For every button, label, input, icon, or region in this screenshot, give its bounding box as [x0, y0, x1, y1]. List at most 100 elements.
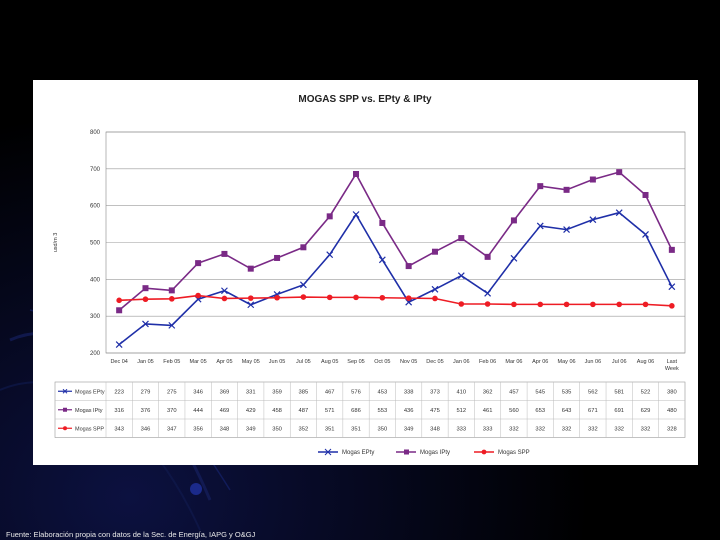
data-table-cell: 347: [167, 426, 177, 432]
x-tick-label: Jun 05: [269, 359, 286, 365]
data-table-cell: 376: [141, 408, 151, 414]
data-table-cell: 686: [351, 408, 361, 414]
data-table-cell: 343: [114, 426, 124, 432]
data-point: [142, 285, 149, 292]
data-point: [642, 230, 649, 238]
data-table-cell: 410: [456, 389, 466, 395]
data-table-cell: 545: [535, 389, 545, 395]
data-point: [668, 283, 676, 291]
data-point: [353, 170, 360, 177]
data-point: [432, 295, 438, 302]
data-table-cell: 487: [299, 408, 309, 414]
data-table-cell: 629: [641, 408, 651, 414]
data-table-cell: 338: [404, 389, 414, 395]
data-point: [563, 301, 570, 308]
data-point: [379, 219, 386, 226]
data-point: [616, 301, 623, 308]
data-table-cell: 328: [667, 426, 677, 432]
table-series-name: Mogas EPty: [75, 389, 105, 395]
data-table-cell: 467: [325, 389, 335, 395]
data-table-cell: 691: [614, 408, 624, 414]
chart-panel: MOGAS SPP vs. EPty & IPty usd/m 3 200 300…: [33, 80, 698, 465]
data-point: [484, 289, 492, 297]
data-point: [379, 294, 386, 301]
data-point: [352, 211, 360, 218]
data-point: [616, 169, 623, 176]
data-point: [274, 254, 281, 261]
data-table-cell: 348: [220, 426, 230, 432]
data-table-cell: 350: [378, 426, 388, 432]
y-tick-label: 400: [90, 277, 101, 283]
data-table-cell: 653: [535, 408, 545, 414]
data-table-cell: 316: [114, 408, 124, 414]
data-point: [510, 217, 517, 224]
series-line: [118, 211, 673, 346]
x-tick-label: Week: [665, 366, 679, 372]
data-table-cell: 429: [246, 408, 256, 414]
data-table-cell: 359: [272, 389, 282, 395]
x-tick-label: Jul 05: [296, 359, 311, 365]
data-point: [537, 301, 544, 308]
data-point: [274, 294, 280, 301]
data-table-cell: 346: [141, 426, 151, 432]
data-table-cell: 461: [483, 408, 493, 414]
data-point: [168, 296, 175, 302]
legend-key-marker: [324, 448, 332, 456]
table-series-key-marker: [63, 407, 67, 412]
legend-key-marker: [481, 449, 487, 455]
data-table-cell: 349: [404, 426, 414, 432]
data-table-cell: 356: [193, 426, 203, 432]
data-table-cell: 560: [509, 408, 519, 414]
data-table-cell: 332: [614, 426, 624, 432]
data-point: [326, 294, 333, 301]
data-point: [221, 295, 228, 302]
data-table-cell: 370: [167, 408, 177, 414]
data-point: [326, 251, 334, 259]
data-point: [537, 183, 544, 190]
data-table-cell: 332: [509, 426, 519, 432]
data-point: [247, 295, 254, 301]
data-table-cell: 362: [483, 389, 493, 395]
table-series-name: Mogas SPP: [75, 426, 104, 432]
legend-label: Mogas IPty: [420, 450, 450, 456]
data-point: [326, 213, 333, 220]
data-point: [431, 285, 439, 293]
x-tick-label: Feb 06: [479, 359, 496, 365]
data-point: [195, 260, 202, 267]
data-table-cell: 562: [588, 389, 598, 395]
data-table-cell: 553: [378, 408, 388, 414]
chart-title: MOGAS SPP vs. EPty & IPty: [298, 94, 432, 105]
data-table-cell: 643: [562, 408, 572, 414]
data-table-cell: 522: [641, 389, 651, 395]
series-line: [119, 294, 672, 307]
data-table-cell: 331: [246, 389, 256, 395]
x-tick-label: Sep 05: [347, 359, 364, 365]
x-tick-label: Jan 06: [453, 359, 470, 365]
data-point: [511, 301, 517, 308]
data-point: [431, 248, 438, 255]
plot-area-border: [105, 131, 686, 354]
x-tick-label: May 06: [558, 359, 576, 365]
data-table-cell: 346: [193, 389, 203, 395]
data-point: [247, 265, 254, 272]
data-table-cell: 581: [614, 389, 624, 395]
line-chart: MOGAS SPP vs. EPty & IPty usd/m 3 200 300…: [53, 94, 686, 456]
y-tick-label: 700: [90, 167, 101, 173]
x-tick-label: Feb 05: [163, 359, 180, 365]
x-tick-label: Apr 05: [216, 359, 232, 365]
data-table-cell: 223: [114, 389, 124, 395]
y-axis-label: usd/m 3: [53, 233, 59, 253]
y-tick-label: 300: [90, 314, 101, 320]
data-table-cell: 671: [588, 408, 598, 414]
x-tick-label: Mar 05: [190, 359, 207, 365]
x-tick-label: Aug 05: [321, 359, 338, 365]
data-point: [299, 281, 307, 289]
data-table-cell: 348: [430, 426, 440, 432]
data-point: [590, 301, 596, 308]
data-table-cell: 457: [509, 389, 519, 395]
x-tick-label: Jun 06: [585, 359, 602, 365]
data-point: [669, 303, 675, 309]
data-point: [168, 287, 175, 294]
y-tick-label: 800: [90, 130, 101, 136]
y-tick-label: 500: [90, 241, 101, 247]
